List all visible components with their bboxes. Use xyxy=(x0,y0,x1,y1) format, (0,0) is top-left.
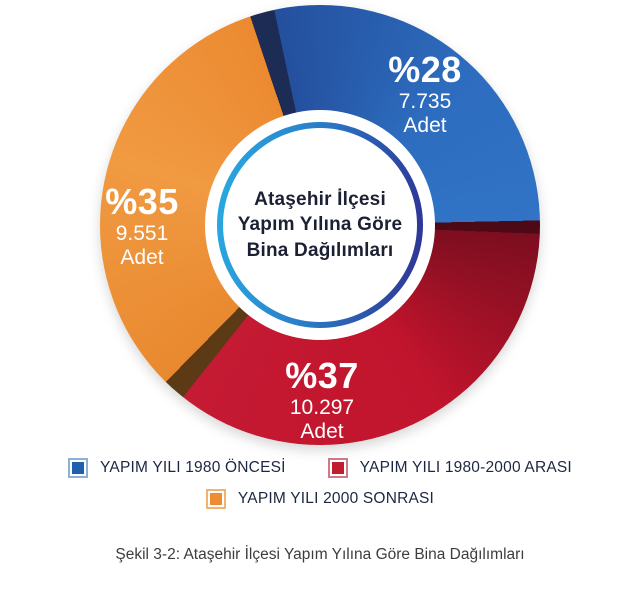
center-title-line-2: Yapım Yılına Göre xyxy=(237,214,403,236)
slice-percent: %35 xyxy=(105,181,179,222)
slice-unit: Adet xyxy=(300,420,344,443)
legend-swatch-red-icon xyxy=(327,458,348,478)
figure-caption: Şekil 3-2: Ataşehir İlçesi Yapım Yılına … xyxy=(115,546,525,563)
legend-label: YAPIM YILI 2000 SONRASI xyxy=(237,490,435,507)
chart-legend: YAPIM YILI 1980 ÖNCESİ YAPIM YILI 1980-2… xyxy=(0,458,640,509)
slice-percent: %37 xyxy=(285,355,359,396)
legend-item-1980-2000-arasi: YAPIM YILI 1980-2000 ARASI xyxy=(327,458,572,478)
legend-row-2: YAPIM YILI 2000 SONRASI xyxy=(205,489,435,509)
legend-label: YAPIM YILI 1980-2000 ARASI xyxy=(359,459,572,476)
legend-swatch-blue-icon xyxy=(68,458,89,478)
legend-swatch-orange-icon xyxy=(205,489,226,509)
center-gradient-ring: Ataşehir İlçesi Yapım Yılına Göre Bina D… xyxy=(217,122,423,328)
center-title-line-1: Ataşehir İlçesi xyxy=(254,189,386,211)
chart-center-title: Ataşehir İlçesi Yapım Yılına Göre Bina D… xyxy=(230,187,410,262)
legend-label: YAPIM YILI 1980 ÖNCESİ xyxy=(100,459,286,476)
legend-item-1980-oncesi: YAPIM YILI 1980 ÖNCESİ xyxy=(68,458,286,478)
legend-row-1: YAPIM YILI 1980 ÖNCESİ YAPIM YILI 1980-2… xyxy=(68,458,572,478)
slice-label-1980-oncesi: %28 7.735 Adet xyxy=(350,49,500,137)
slice-unit: Adet xyxy=(120,246,164,269)
slice-label-2000-sonrasi: %35 9.551 Adet xyxy=(67,181,217,269)
center-circle: Ataşehir İlçesi Yapım Yılına Göre Bina D… xyxy=(223,128,417,322)
legend-item-2000-sonrasi: YAPIM YILI 2000 SONRASI xyxy=(205,489,435,509)
slice-count: 7.735 xyxy=(398,90,452,113)
slice-count: 10.297 xyxy=(289,396,355,419)
slice-percent: %28 xyxy=(388,49,462,90)
slice-label-1980-2000-arasi: %37 10.297 Adet xyxy=(247,355,397,443)
slice-count: 9.551 xyxy=(115,222,169,245)
slice-unit: Adet xyxy=(403,114,447,137)
center-title-line-3: Bina Dağılımları xyxy=(246,239,394,261)
